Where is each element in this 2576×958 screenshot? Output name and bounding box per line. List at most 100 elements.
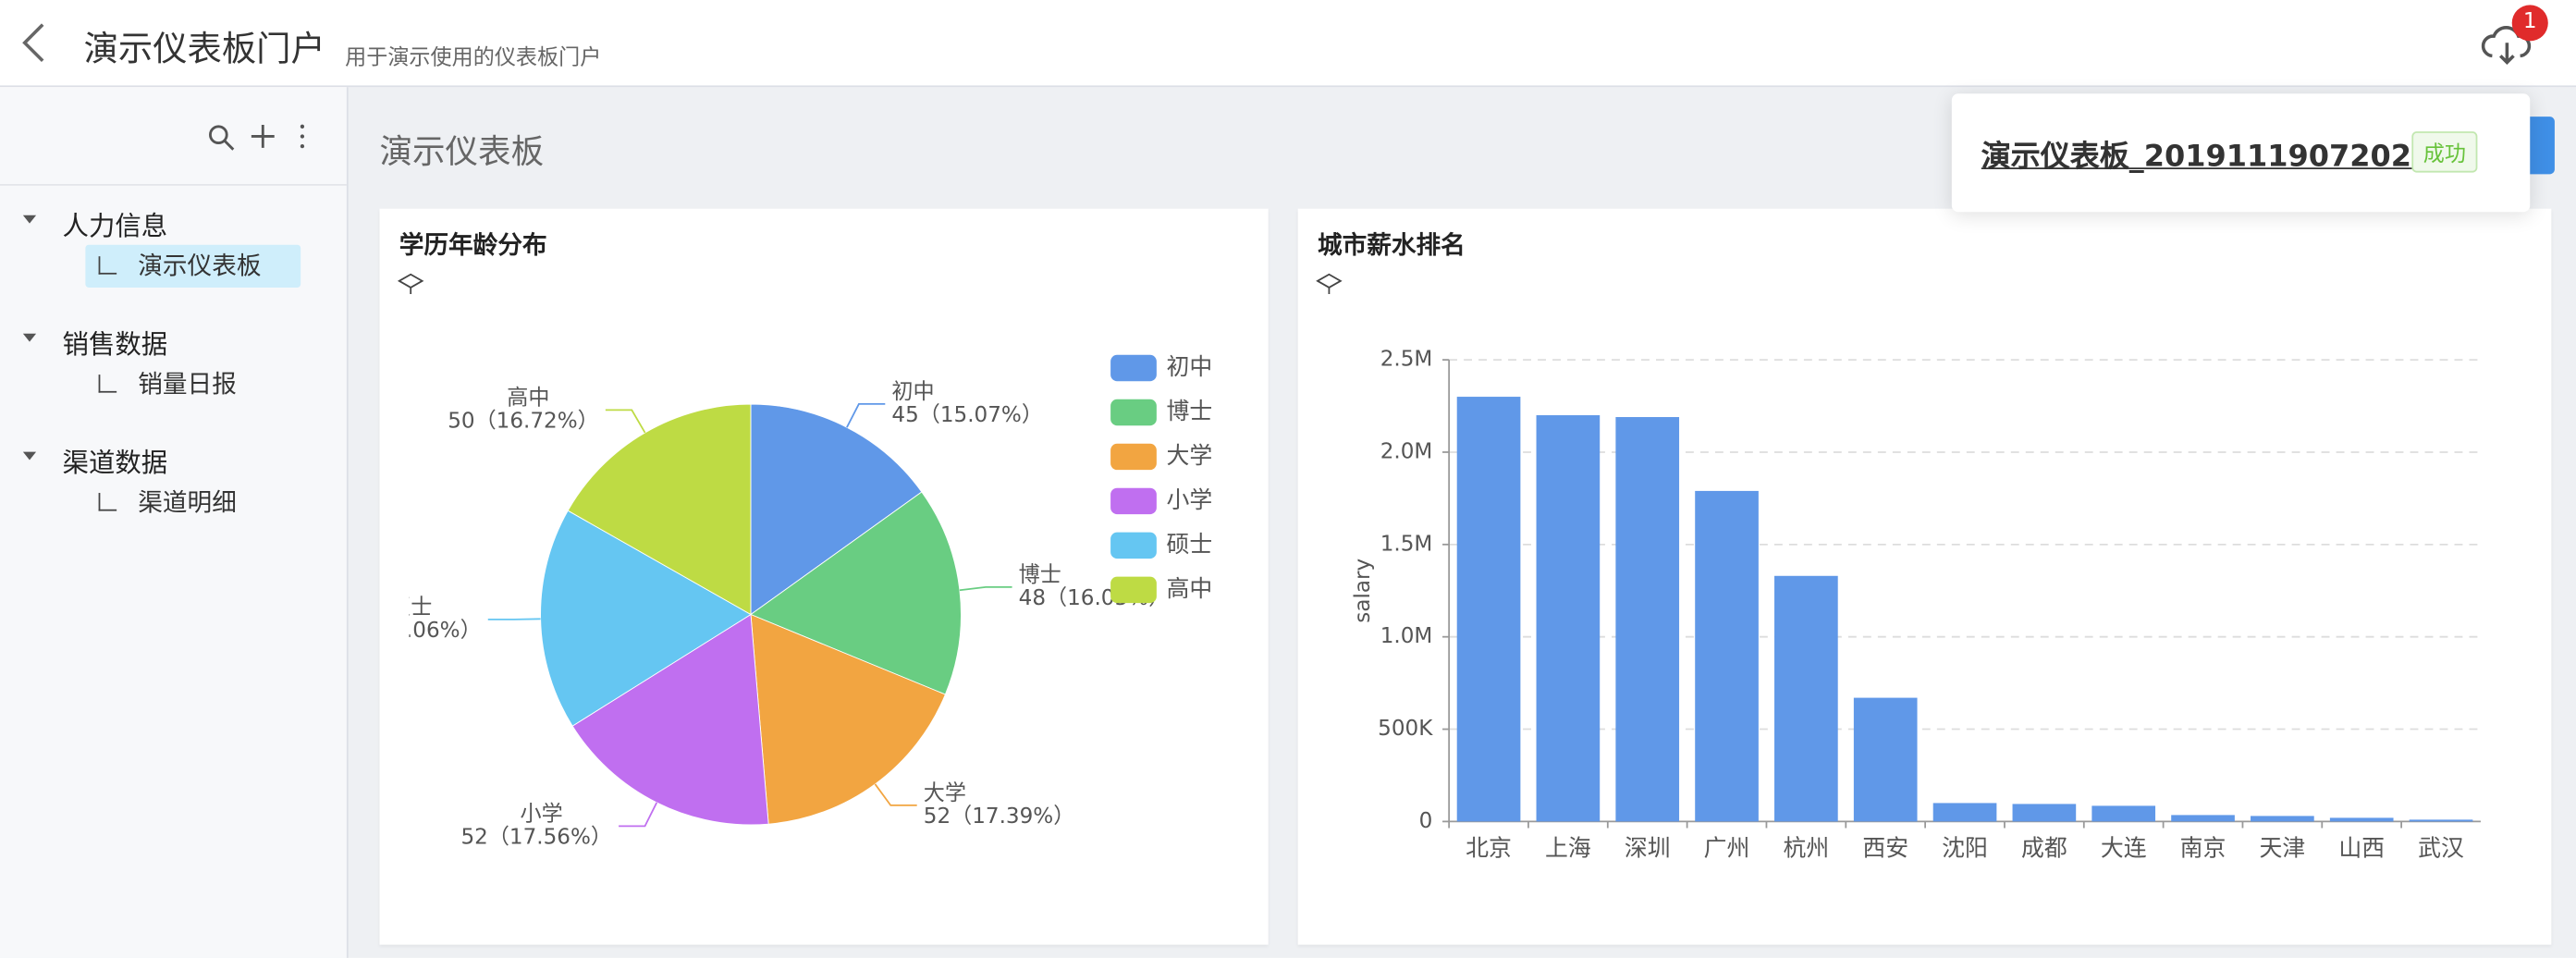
pie-slice: [567, 403, 752, 616]
legend-label: 大学: [1167, 442, 1213, 469]
x-tick-label: 上海: [1545, 835, 1591, 862]
dashboard-title: 演示仪表板: [379, 131, 545, 171]
bar: [2091, 805, 2156, 822]
sidebar: 人力信息演示仪表板销售数据销量日报渠道数据渠道明细: [0, 87, 349, 958]
slice-value-label: 52（17.39%）: [924, 804, 1075, 829]
x-tick-label: 杭州: [1784, 835, 1830, 862]
tree-item-label[interactable]: 渠道明细: [138, 487, 237, 518]
tree-group[interactable]: 销售数据: [62, 328, 168, 361]
back-button[interactable]: [13, 19, 53, 66]
slice-label: 高中: [507, 386, 549, 410]
pie-chart: 学历年龄分布初中45（15.07%）博士48（16.05%）大学52（17.39…: [330, 231, 1213, 932]
slice-value-label: 50（16.72%）: [448, 409, 599, 433]
legend-label: 博士: [1167, 398, 1213, 424]
x-tick-label: 成都: [2021, 835, 2067, 862]
x-tick-label: 西安: [1862, 835, 1908, 862]
y-tick-label: 2.0M: [1380, 439, 1433, 463]
slice-value-label: 52（17.56%）: [460, 825, 612, 849]
chart-icon: [1316, 273, 1343, 295]
leader-line: [874, 783, 917, 806]
chart-icon: [397, 273, 424, 295]
legend-label: 高中: [1167, 575, 1213, 602]
leader-line: [487, 618, 541, 620]
legend-swatch: [1110, 399, 1157, 426]
bar: [2012, 804, 2077, 822]
tree-item[interactable]: [85, 244, 301, 288]
slice-label: 小学: [521, 802, 563, 826]
leader-line: [846, 403, 886, 428]
bar: [1853, 697, 1918, 822]
legend-swatch: [1110, 532, 1157, 559]
x-tick-label: 武汉: [2418, 835, 2464, 862]
x-tick-label: 大连: [2101, 835, 2147, 862]
leader-line: [605, 409, 646, 434]
dashboard-icon: [98, 375, 117, 393]
legend-swatch: [1110, 354, 1157, 382]
slice-label: 博士: [1019, 563, 1061, 587]
download-link[interactable]: 演示仪表板_20191119072026: [1981, 140, 2433, 175]
x-tick-label: 天津: [2260, 835, 2306, 862]
x-tick-label: 广州: [1704, 835, 1750, 862]
slice-value-label: 45（15.07%）: [891, 403, 1043, 427]
bar: [2409, 819, 2473, 822]
leader-line: [959, 586, 1012, 592]
clip-cover: [379, 307, 410, 932]
slice-label: 大学: [924, 781, 966, 805]
legend-label: 小学: [1167, 486, 1213, 513]
tree-group[interactable]: 渠道数据: [62, 447, 168, 479]
sidebar-tools[interactable]: [203, 120, 318, 156]
tree-caret[interactable]: [22, 215, 37, 224]
x-tick-label: 山西: [2338, 835, 2385, 862]
bar: [1536, 415, 1601, 822]
status-tag: 成功: [2411, 131, 2478, 173]
dashboard-icon: [98, 493, 117, 511]
legend-swatch: [1110, 487, 1157, 515]
download-icon[interactable]: [2481, 19, 2536, 68]
tree-caret[interactable]: [22, 333, 37, 342]
tree-group[interactable]: 人力信息: [62, 210, 168, 242]
chart-card: 城市薪水排名 0 500K 1.0M 1.5M 2.0M 2.5M salary 北京 上海 深圳 广…: [1297, 208, 2552, 945]
y-tick-label: 0: [1419, 809, 1433, 833]
chart-title: 学历年龄分布: [399, 231, 547, 260]
legend-swatch: [1110, 576, 1157, 604]
pie-slice: [750, 613, 946, 825]
legend-label: 硕士: [1167, 531, 1213, 558]
pie-slice: [750, 491, 962, 695]
pie-slice: [571, 613, 769, 826]
notification: 演示仪表板_20191119072026 成功: [1951, 93, 2531, 213]
legend-label: 初中: [1167, 353, 1213, 380]
leader-line: [619, 802, 658, 828]
portal-title: 演示仪表板门户: [83, 29, 325, 69]
bar: [1695, 490, 1759, 822]
tree-caret[interactable]: [22, 451, 37, 461]
bar: [2171, 815, 2235, 822]
bar: [1615, 417, 1680, 822]
bar: [1774, 575, 1838, 822]
bar: [1932, 803, 1997, 822]
dashboard-icon: [98, 256, 117, 275]
y-tick-label: 1.5M: [1380, 532, 1433, 556]
tree-item-label[interactable]: 演示仪表板: [138, 251, 262, 281]
x-tick-label: 南京: [2180, 835, 2226, 862]
pie-slice: [540, 510, 752, 727]
bar: [2329, 817, 2394, 822]
header: 演示仪表板门户 用于演示使用的仪表板门户 1: [0, 0, 2576, 88]
y-axis-label: salary: [1351, 559, 1375, 623]
x-tick-label: 深圳: [1625, 835, 1671, 862]
y-tick-label: 1.0M: [1380, 624, 1433, 648]
bar: [2251, 816, 2314, 822]
y-tick-label: 2.5M: [1380, 348, 1433, 372]
badge: 1: [2511, 5, 2548, 42]
portal-subtitle: 用于演示使用的仪表板门户: [345, 45, 602, 71]
y-tick-label: 500K: [1378, 717, 1433, 741]
legend-swatch: [1110, 443, 1157, 471]
bar: [1456, 397, 1521, 822]
x-tick-label: 沈阳: [1942, 835, 1988, 862]
tree-item-label[interactable]: 销量日报: [138, 369, 237, 399]
x-tick-label: 北京: [1466, 835, 1512, 862]
chart-card: 学历年龄分布 初中 45（15.07%） 博士 48（16.05%） 大学 52（17.39…: [330, 208, 1269, 945]
slice-label: 初中: [891, 380, 934, 404]
chart-title: 城市薪水排名: [1318, 231, 1466, 260]
